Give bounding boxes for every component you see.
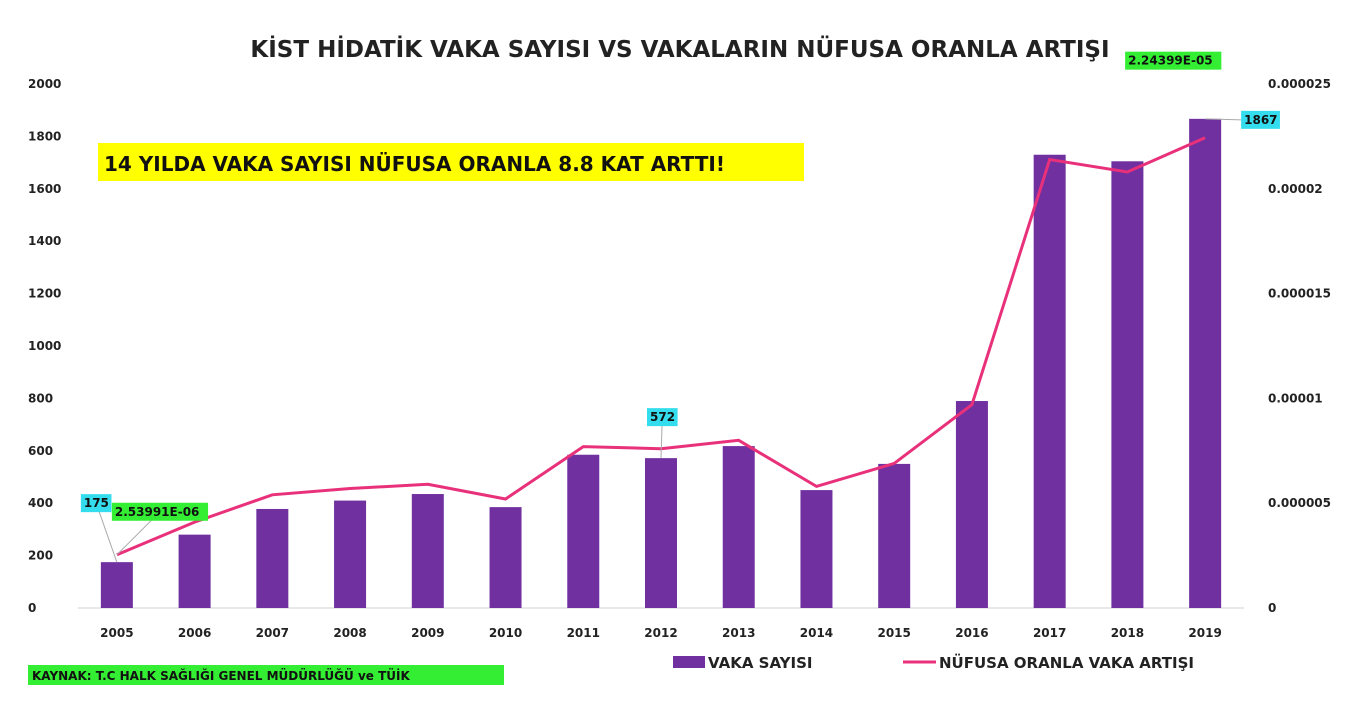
x-axis: 2005 2006 2007 2008 2009 2010 2011 2012 2013 2014… (100, 626, 1222, 640)
bar (1189, 118, 1222, 608)
right-tick-label: 0.000025 (1268, 77, 1331, 91)
x-tick-label: 2011 (567, 626, 600, 640)
x-tick-label: 2012 (644, 626, 677, 640)
right-tick-label: 0 (1268, 601, 1276, 615)
left-y-axis: 0 200 400 600 800 1000 1200 1400 1600 1800 2000 (28, 77, 61, 615)
left-tick-label: 1200 (28, 287, 61, 301)
left-tick-label: 600 (28, 444, 53, 458)
left-tick-label: 400 (28, 496, 53, 510)
x-tick-label: 2014 (800, 626, 833, 640)
x-tick-label: 2013 (722, 626, 755, 640)
bar (645, 458, 677, 608)
label-leader (1205, 118, 1242, 121)
bar (955, 401, 988, 608)
data-labels: 175 572 1867 2.53991E-06 2.24399E-05 (80, 51, 1280, 563)
callout-box: 14 YILDA VAKA SAYISI NÜFUSA ORANLA 8.8 K… (98, 143, 804, 181)
label-leader (95, 502, 118, 563)
bar (334, 500, 367, 608)
x-tick-label: 2016 (955, 626, 988, 640)
legend-bar-label: VAKA SAYISI (708, 654, 812, 672)
x-tick-label: 2006 (178, 626, 211, 640)
data-label: 1867 (1244, 113, 1277, 127)
data-label: 175 (84, 496, 109, 510)
data-label-background (1241, 110, 1280, 129)
data-label: 572 (650, 410, 675, 424)
right-tick-label: 0.00002 (1268, 182, 1323, 196)
data-label: 2.53991E-06 (115, 505, 200, 519)
source-note: KAYNAK: T.C HALK SAĞLIĞI GENEL MÜDÜRLÜĞÜ… (28, 665, 504, 685)
callout-background (98, 143, 804, 181)
source-background (28, 665, 504, 685)
bar (411, 494, 444, 608)
left-tick-label: 2000 (28, 77, 61, 91)
x-tick-label: 2010 (489, 626, 522, 640)
callout-text: 14 YILDA VAKA SAYISI NÜFUSA ORANLA 8.8 K… (104, 152, 725, 176)
left-tick-label: 200 (28, 549, 53, 563)
right-tick-label: 0.000005 (1268, 496, 1331, 510)
bar (100, 562, 133, 608)
bar (489, 507, 522, 608)
x-tick-label: 2019 (1188, 626, 1221, 640)
legend-line-label: NÜFUSA ORANLA VAKA ARTIŞI (939, 653, 1194, 672)
left-tick-label: 1000 (28, 339, 61, 353)
left-tick-label: 800 (28, 391, 53, 405)
data-label-background (80, 494, 112, 513)
left-tick-label: 1600 (28, 182, 61, 196)
x-tick-label: 2005 (100, 626, 133, 640)
x-tick-label: 2015 (877, 626, 910, 640)
x-tick-label: 2008 (333, 626, 366, 640)
right-tick-label: 0.000015 (1268, 287, 1331, 301)
x-tick-label: 2017 (1033, 626, 1066, 640)
data-label: 2.24399E-05 (1128, 54, 1213, 68)
bar (1111, 161, 1144, 609)
x-tick-label: 2018 (1111, 626, 1144, 640)
data-label-background (647, 408, 678, 427)
bar (178, 534, 211, 608)
x-tick-label: 2009 (411, 626, 444, 640)
right-tick-label: 0.00001 (1268, 391, 1323, 405)
data-label-background (1125, 51, 1222, 70)
left-tick-label: 1400 (28, 234, 61, 248)
bar (722, 446, 755, 608)
bar (567, 454, 600, 608)
bar-series (100, 118, 1222, 609)
legend: VAKA SAYISI NÜFUSA ORANLA VAKA ARTIŞI (673, 653, 1194, 672)
left-tick-label: 0 (28, 601, 36, 615)
source-text: KAYNAK: T.C HALK SAĞLIĞI GENEL MÜDÜRLÜĞÜ… (32, 668, 410, 683)
chart-title: KİST HİDATİK VAKA SAYISI VS VAKALARIN NÜ… (250, 35, 1109, 63)
right-y-axis: 0 0.000005 0.00001 0.000015 0.00002 0.000025 (1268, 77, 1331, 615)
bar (878, 463, 911, 608)
x-tick-label: 2007 (256, 626, 289, 640)
bar (800, 490, 833, 608)
data-label-background (111, 502, 209, 521)
left-tick-label: 1800 (28, 129, 61, 143)
legend-bar-swatch (673, 656, 705, 668)
bar (256, 508, 289, 608)
bar (1033, 154, 1066, 609)
